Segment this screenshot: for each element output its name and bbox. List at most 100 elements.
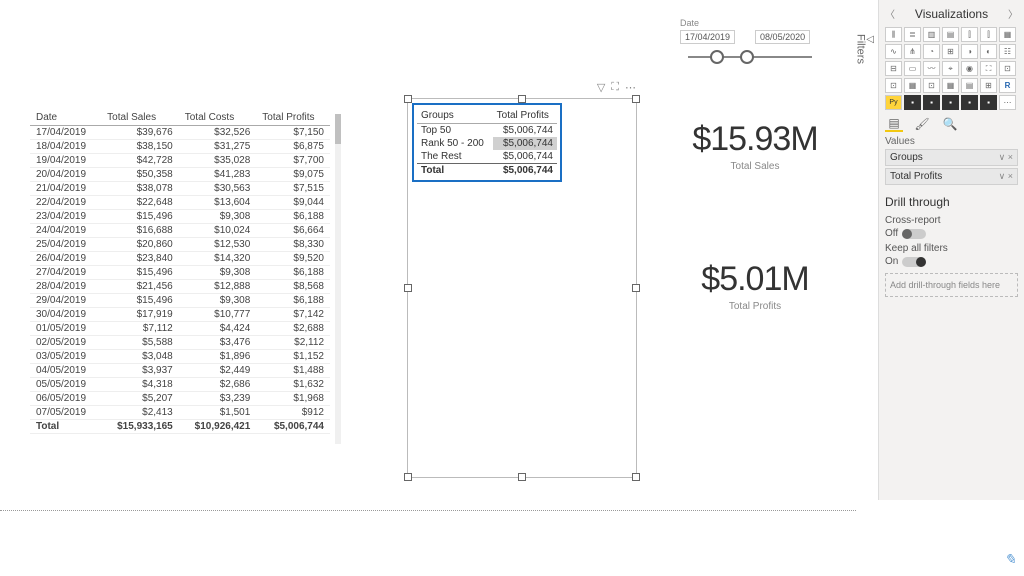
- resize-handle[interactable]: [518, 473, 526, 481]
- viz-type-icon[interactable]: ⊟: [885, 61, 902, 76]
- viz-type-icon[interactable]: ◐: [980, 44, 997, 59]
- fields-tab-icon[interactable]: ▤: [885, 116, 903, 132]
- groups-table-visual[interactable]: ▽ ⛶ ⋯ GroupsTotal Profits Top 50$5,006,7…: [407, 98, 637, 478]
- viz-type-icon[interactable]: ▤: [961, 78, 978, 93]
- viz-type-icon[interactable]: ⋯: [999, 95, 1016, 110]
- more-options-icon[interactable]: ⋯: [625, 81, 636, 94]
- date-slicer[interactable]: Date 17/04/2019 08/05/2020: [680, 18, 820, 68]
- table-row[interactable]: Top 50$5,006,744: [417, 124, 557, 138]
- viz-type-icon[interactable]: ⊡: [999, 61, 1016, 76]
- viz-type-icon[interactable]: ⊞: [942, 44, 959, 59]
- viz-type-icon[interactable]: ▪: [904, 95, 921, 110]
- viz-type-icon[interactable]: ▦: [999, 27, 1016, 42]
- viz-type-icon[interactable]: Py: [885, 95, 902, 110]
- visualization-gallery: ⫼≣▥▤⫿⫿▦∿⋔◔⊞◑◐☷⊟▭〰⌖◉⛶⊡⊡▦⊡▦▤⊞RPy▪▪▪▪▪⋯: [885, 27, 1018, 110]
- viz-type-icon[interactable]: ▥: [923, 27, 940, 42]
- viz-type-icon[interactable]: ▪: [923, 95, 940, 110]
- viz-type-icon[interactable]: ◔: [923, 44, 940, 59]
- table-row[interactable]: 24/04/2019$16,688$10,024$6,664: [30, 224, 330, 238]
- slicer-track[interactable]: [680, 48, 820, 68]
- viz-type-icon[interactable]: ⊞: [980, 78, 997, 93]
- viz-type-icon[interactable]: 〰: [923, 61, 940, 76]
- resize-handle[interactable]: [404, 95, 412, 103]
- table-row[interactable]: 02/05/2019$5,588$3,476$2,112: [30, 336, 330, 350]
- chevron-right-icon[interactable]: 〉: [1008, 6, 1018, 21]
- viz-type-icon[interactable]: ⛶: [980, 61, 997, 76]
- resize-handle[interactable]: [632, 284, 640, 292]
- viz-type-icon[interactable]: ⋔: [904, 44, 921, 59]
- table-row[interactable]: 04/05/2019$3,937$2,449$1,488: [30, 364, 330, 378]
- filter-icon[interactable]: ▽: [597, 81, 605, 94]
- chevron-left-icon[interactable]: ◁: [866, 34, 874, 45]
- table-row[interactable]: The Rest$5,006,744: [417, 150, 557, 164]
- table-header[interactable]: Total Profits: [256, 110, 330, 126]
- viz-type-icon[interactable]: ▪: [942, 95, 959, 110]
- viz-type-icon[interactable]: R: [999, 78, 1016, 93]
- viz-type-icon[interactable]: ▦: [942, 78, 959, 93]
- table-row[interactable]: 20/04/2019$50,358$41,283$9,075: [30, 168, 330, 182]
- resize-handle[interactable]: [404, 473, 412, 481]
- filters-pane-collapsed[interactable]: ◁ Filters: [856, 30, 874, 64]
- viz-type-icon[interactable]: ▤: [942, 27, 959, 42]
- total-sales-card[interactable]: $15.93M Total Sales: [670, 120, 840, 172]
- resize-handle[interactable]: [404, 284, 412, 292]
- table-row[interactable]: 29/04/2019$15,496$9,308$6,188: [30, 294, 330, 308]
- table-row[interactable]: 17/04/2019$39,676$32,526$7,150: [30, 126, 330, 140]
- slicer-start-date[interactable]: 17/04/2019: [680, 30, 735, 44]
- viz-type-icon[interactable]: ▭: [904, 61, 921, 76]
- viz-type-icon[interactable]: ∿: [885, 44, 902, 59]
- viz-type-icon[interactable]: ⌖: [942, 61, 959, 76]
- cross-report-toggle[interactable]: Off: [885, 228, 1018, 239]
- table-row[interactable]: 30/04/2019$17,919$10,777$7,142: [30, 308, 330, 322]
- viz-type-icon[interactable]: ≣: [904, 27, 921, 42]
- total-profits-card[interactable]: $5.01M Total Profits: [670, 260, 840, 312]
- slicer-knob-start[interactable]: [710, 50, 724, 64]
- viz-type-icon[interactable]: ⫿: [980, 27, 997, 42]
- viz-type-icon[interactable]: ◑: [961, 44, 978, 59]
- data-table-visual[interactable]: DateTotal SalesTotal CostsTotal Profits …: [30, 110, 330, 434]
- table-row[interactable]: 06/05/2019$5,207$3,239$1,968: [30, 392, 330, 406]
- table-header[interactable]: Date: [30, 110, 101, 126]
- viz-type-icon[interactable]: ⊡: [885, 78, 902, 93]
- table-row[interactable]: 27/04/2019$15,496$9,308$6,188: [30, 266, 330, 280]
- table-row[interactable]: 22/04/2019$22,648$13,604$9,044: [30, 196, 330, 210]
- resize-handle[interactable]: [632, 473, 640, 481]
- field-well-item[interactable]: Groups∨ ×: [885, 149, 1018, 166]
- resize-handle[interactable]: [632, 95, 640, 103]
- resize-handle[interactable]: [518, 95, 526, 103]
- viz-type-icon[interactable]: ⊡: [923, 78, 940, 93]
- table-header[interactable]: Groups: [417, 108, 493, 124]
- table-row[interactable]: 18/04/2019$38,150$31,275$6,875: [30, 140, 330, 154]
- table-scrollbar[interactable]: [335, 114, 341, 444]
- table-row[interactable]: 21/04/2019$38,078$30,563$7,515: [30, 182, 330, 196]
- table-row[interactable]: 19/04/2019$42,728$35,028$7,700: [30, 154, 330, 168]
- table-header[interactable]: Total Costs: [179, 110, 257, 126]
- slicer-knob-end[interactable]: [740, 50, 754, 64]
- table-row[interactable]: 07/05/2019$2,413$1,501$912: [30, 406, 330, 420]
- table-row[interactable]: Rank 50 - 200$5,006,744: [417, 137, 557, 150]
- viz-type-icon[interactable]: ⫿: [961, 27, 978, 42]
- slicer-end-date[interactable]: 08/05/2020: [755, 30, 810, 44]
- format-tab-icon[interactable]: 🖌: [913, 116, 931, 132]
- viz-type-icon[interactable]: ▦: [904, 78, 921, 93]
- table-row[interactable]: 01/05/2019$7,112$4,424$2,688: [30, 322, 330, 336]
- viz-type-icon[interactable]: ◉: [961, 61, 978, 76]
- keep-filters-toggle[interactable]: On: [885, 256, 1018, 267]
- viz-type-icon[interactable]: ▪: [961, 95, 978, 110]
- chevron-left-icon[interactable]: 〈: [885, 6, 895, 21]
- table-row[interactable]: 25/04/2019$20,860$12,530$8,330: [30, 238, 330, 252]
- viz-type-icon[interactable]: ☷: [999, 44, 1016, 59]
- analytics-tab-icon[interactable]: 🔍: [941, 116, 959, 132]
- table-header[interactable]: Total Sales: [101, 110, 179, 126]
- focus-mode-icon[interactable]: ⛶: [611, 81, 619, 94]
- field-well-item[interactable]: Total Profits∨ ×: [885, 168, 1018, 185]
- viz-type-icon[interactable]: ▪: [980, 95, 997, 110]
- table-row[interactable]: 28/04/2019$21,456$12,888$8,568: [30, 280, 330, 294]
- table-header[interactable]: Total Profits: [493, 108, 557, 124]
- viz-type-icon[interactable]: ⫼: [885, 27, 902, 42]
- table-row[interactable]: 05/05/2019$4,318$2,686$1,632: [30, 378, 330, 392]
- drill-through-dropzone[interactable]: Add drill-through fields here: [885, 273, 1018, 297]
- table-row[interactable]: 26/04/2019$23,840$14,320$9,520: [30, 252, 330, 266]
- table-row[interactable]: 23/04/2019$15,496$9,308$6,188: [30, 210, 330, 224]
- table-row[interactable]: 03/05/2019$3,048$1,896$1,152: [30, 350, 330, 364]
